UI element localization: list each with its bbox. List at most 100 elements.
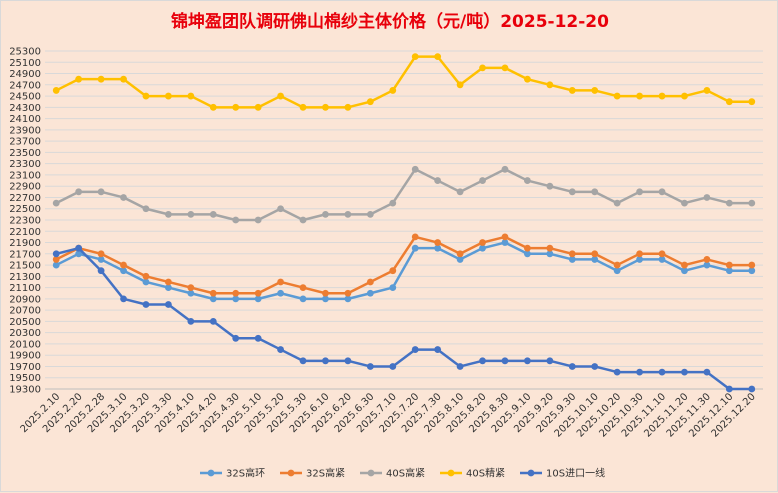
- legend-entry: 10S进口一线: [520, 467, 605, 480]
- data-point: [411, 233, 419, 241]
- data-point: [344, 210, 352, 218]
- data-point: [389, 267, 397, 275]
- data-point: [209, 103, 217, 111]
- data-point: [232, 295, 240, 303]
- data-point: [165, 278, 172, 286]
- y-tick-label: 23500: [9, 148, 41, 159]
- data-point: [479, 239, 486, 246]
- data-point: [322, 289, 329, 297]
- data-point: [658, 92, 666, 100]
- data-point: [97, 75, 105, 83]
- y-tick-label: 21700: [9, 249, 41, 260]
- legend-marker: [287, 469, 295, 477]
- series-line: [55, 246, 752, 391]
- data-point: [748, 267, 756, 275]
- data-point: [75, 244, 83, 252]
- data-point: [568, 256, 576, 263]
- data-point: [546, 182, 554, 190]
- data-point: [209, 318, 217, 325]
- data-point: [501, 165, 509, 173]
- data-point: [501, 239, 509, 246]
- y-tick-label: 23100: [9, 170, 41, 181]
- series-0: [52, 239, 756, 303]
- data-point: [546, 244, 554, 252]
- data-point: [479, 64, 486, 72]
- data-point: [366, 363, 374, 370]
- data-point: [344, 289, 352, 297]
- series-line: [55, 55, 752, 109]
- data-point: [681, 92, 688, 100]
- data-point: [254, 289, 262, 297]
- y-tick-label: 24700: [9, 80, 41, 91]
- data-point: [636, 92, 643, 100]
- data-point: [748, 98, 756, 106]
- data-point: [322, 357, 329, 365]
- data-point: [479, 177, 486, 184]
- data-point: [209, 210, 217, 218]
- data-point: [142, 301, 150, 308]
- data-point: [456, 81, 464, 89]
- data-point: [187, 318, 195, 325]
- y-tick-label: 21300: [9, 272, 41, 283]
- series-line: [55, 168, 752, 222]
- legend-label: 32S高紧: [306, 467, 345, 480]
- y-tick-label: 24100: [9, 114, 41, 125]
- data-point: [120, 267, 127, 275]
- y-tick-label: 25300: [9, 47, 41, 58]
- data-point: [52, 87, 60, 94]
- grid: [45, 50, 763, 390]
- data-point: [232, 103, 240, 111]
- data-point: [524, 75, 531, 83]
- series-2: [52, 165, 756, 224]
- legend-label: 40S精紧: [466, 467, 505, 480]
- data-point: [434, 177, 442, 184]
- legend-marker: [367, 469, 375, 477]
- data-point: [636, 250, 643, 258]
- data-point: [187, 284, 195, 291]
- data-point: [703, 87, 711, 94]
- y-tick-label: 19700: [9, 362, 41, 373]
- legend-label: 10S进口一线: [546, 467, 605, 480]
- y-tick-label: 23300: [9, 159, 41, 170]
- data-point: [165, 210, 172, 218]
- data-point: [277, 278, 284, 286]
- data-point: [725, 267, 733, 275]
- data-point: [277, 92, 284, 100]
- data-point: [322, 103, 329, 111]
- data-point: [546, 250, 554, 258]
- data-point: [636, 188, 643, 196]
- x-axis: 2025.2.102025.2.202025.2.282025.3.102025…: [19, 388, 763, 440]
- data-point: [681, 368, 688, 376]
- data-point: [725, 385, 733, 393]
- data-point: [187, 210, 195, 218]
- data-point: [142, 205, 150, 213]
- data-point: [658, 250, 666, 258]
- data-point: [120, 295, 127, 303]
- data-point: [434, 244, 442, 252]
- data-point: [703, 194, 711, 201]
- y-tick-label: 24500: [9, 92, 41, 103]
- y-tick-label: 23700: [9, 137, 41, 148]
- data-point: [232, 216, 240, 224]
- data-point: [456, 250, 464, 258]
- data-point: [120, 194, 127, 201]
- data-point: [165, 301, 172, 308]
- data-point: [681, 261, 688, 269]
- legend-entry: 40S精紧: [440, 467, 505, 480]
- data-point: [703, 261, 711, 269]
- data-point: [456, 256, 464, 263]
- data-point: [434, 239, 442, 246]
- y-tick-label: 19500: [9, 373, 41, 384]
- y-tick-label: 19900: [9, 351, 41, 362]
- y-tick-label: 20500: [9, 317, 41, 328]
- data-point: [209, 295, 217, 303]
- data-point: [344, 357, 352, 365]
- data-point: [479, 244, 486, 252]
- data-point: [299, 295, 307, 303]
- legend-label: 40S高紧: [386, 467, 425, 480]
- data-point: [748, 199, 756, 207]
- data-point: [658, 188, 666, 196]
- data-point: [636, 256, 643, 263]
